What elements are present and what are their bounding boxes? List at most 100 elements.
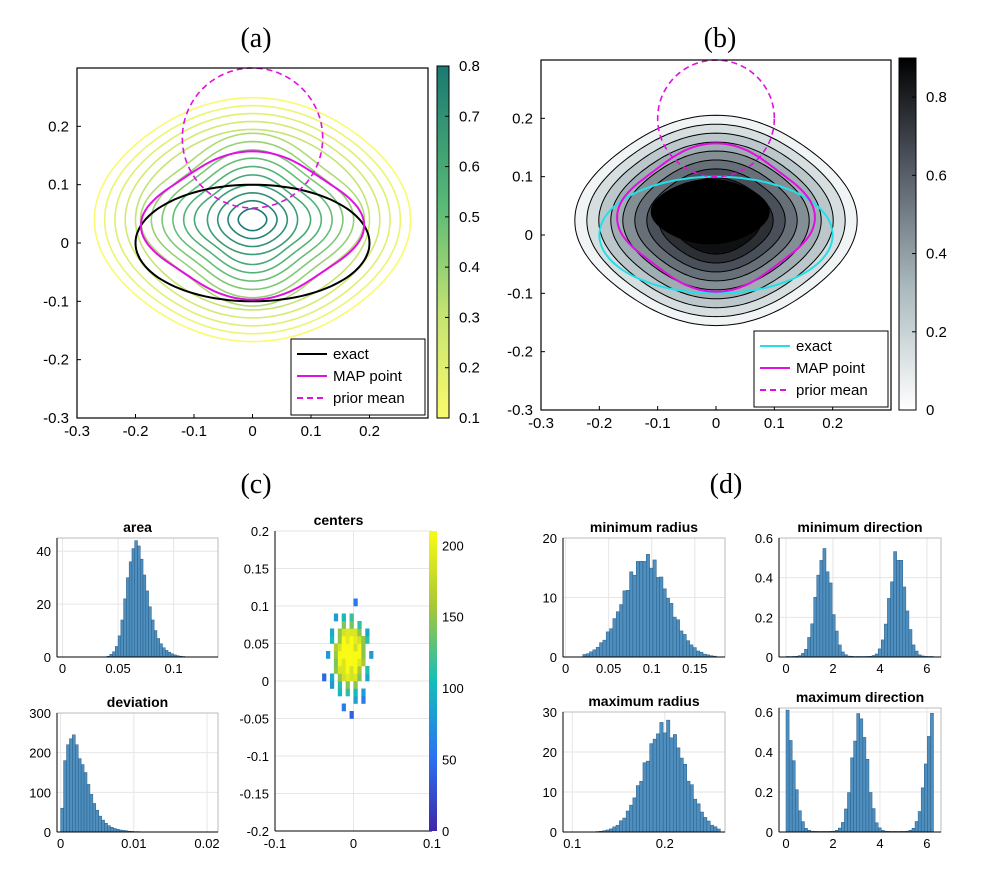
histogram-d-max-direction: 0 2 4 6 0 0.2 0.4 0.6 maximum direction <box>755 689 942 851</box>
histogram-bar <box>881 639 885 658</box>
y-tick-label: -0.2 <box>43 352 69 369</box>
colorbar-tick-label: 0.4 <box>459 259 480 276</box>
colorbar-tick-label: 200 <box>442 538 464 553</box>
histogram-bar <box>791 760 796 833</box>
heatmap-cell <box>337 666 343 674</box>
heatmap-cell <box>361 636 366 644</box>
histogram-bar <box>609 628 614 658</box>
histogram-bar <box>804 648 808 658</box>
x-tick-label: -0.2 <box>586 415 612 432</box>
histogram-bar <box>893 551 897 658</box>
histogram-bar <box>686 780 691 833</box>
histogram-bar <box>89 794 94 833</box>
heatmap-cell <box>341 643 346 652</box>
legend: exact MAP point prior mean <box>290 338 426 416</box>
heatmap-cell <box>341 651 346 659</box>
histogram-bar <box>908 629 913 658</box>
y-tick-label: 0.2 <box>755 785 773 800</box>
histogram-bar <box>914 821 919 833</box>
histogram-bar <box>847 792 851 833</box>
y-tick-label: 0 <box>550 650 557 665</box>
y-tick-label: -0.1 <box>507 285 533 302</box>
histogram-bar <box>902 586 907 658</box>
histogram-bar <box>669 603 674 658</box>
heatmap-cell <box>341 628 346 637</box>
heatmap-cell <box>365 673 370 682</box>
histogram-bar <box>890 581 894 658</box>
heatmap-cell <box>353 658 358 667</box>
heatmap-cell <box>353 628 358 637</box>
histogram-bar <box>642 762 647 833</box>
y-tick-label: -0.15 <box>239 787 269 802</box>
histogram-bar <box>615 824 620 833</box>
histogram-bar <box>672 734 677 833</box>
histogram-bar <box>917 811 922 833</box>
heatmap-cell <box>353 666 358 674</box>
contour-line <box>216 191 289 248</box>
heatmap-cell <box>337 643 343 652</box>
histogram-title: area <box>123 519 152 535</box>
heatmap-cell <box>365 636 370 644</box>
histogram-bar <box>887 598 891 658</box>
histogram-bar <box>140 558 144 658</box>
histogram-bar <box>619 604 624 658</box>
contour-line <box>182 165 323 274</box>
histogram-bar <box>69 738 73 833</box>
histogram-bar <box>625 590 630 658</box>
histogram-bar <box>689 784 694 833</box>
panel-b-title: (b) <box>704 23 737 54</box>
histogram-c-deviation: 0 0.01 0.02 0 100 200 300 deviation <box>29 694 219 851</box>
x-tick-label: 0 <box>248 423 256 440</box>
histogram-bar <box>642 561 647 658</box>
y-tick-label: 30 <box>543 705 557 720</box>
legend-map-point-label: MAP point <box>796 360 866 377</box>
histogram-bar <box>646 554 650 658</box>
x-tick-label: 4 <box>876 661 883 676</box>
histogram-bar <box>676 619 680 658</box>
x-tick-label: 6 <box>923 836 930 851</box>
colorbar-tick-label: 100 <box>442 681 464 696</box>
colorbar-tick-label: 0.1 <box>459 410 480 427</box>
histogram-bar <box>622 817 627 833</box>
heatmap-cell <box>337 628 343 637</box>
histogram-d-max-radius: 0.1 0.2 0 10 20 30 maximum radius <box>543 693 726 851</box>
histogram-bar <box>884 623 888 658</box>
histogram-bar <box>104 823 108 833</box>
histogram-bar <box>83 772 88 833</box>
contour-line <box>139 132 366 307</box>
heatmap-cell <box>353 696 358 704</box>
contour-line <box>93 96 412 343</box>
y-tick-label: 0 <box>61 235 69 252</box>
histogram-bar <box>679 757 684 833</box>
histogram-bar <box>666 719 671 833</box>
x-tick-label: 0.05 <box>596 661 621 676</box>
histogram-bar <box>801 653 805 658</box>
histogram-bar <box>101 819 105 833</box>
histogram-bar <box>652 738 657 833</box>
heatmap-cell <box>337 636 343 644</box>
heatmap-cell <box>329 636 335 644</box>
histogram-bar <box>126 577 130 658</box>
histogram-bar <box>819 560 824 658</box>
histogram-bar <box>80 764 85 833</box>
histogram-title: minimum radius <box>590 519 698 535</box>
histogram-bar <box>98 815 102 833</box>
histogram-bar <box>77 758 82 833</box>
panel-a-title: (a) <box>240 23 271 54</box>
y-tick-label: 20 <box>543 531 557 546</box>
y-tick-label: 0.05 <box>244 637 269 652</box>
colorbar-tick-label: 0.5 <box>459 209 480 226</box>
legend-prior-mean-label: prior mean <box>796 382 868 399</box>
contour-line <box>134 128 371 311</box>
heatmap-cell <box>361 658 366 667</box>
histogram-bar <box>696 650 700 658</box>
exact-curve <box>134 183 371 303</box>
histogram-bar <box>927 736 931 833</box>
y-tick-label: 10 <box>543 591 557 606</box>
histogram-bar <box>841 822 845 833</box>
heatmap-cell <box>333 613 339 622</box>
histogram-bar <box>625 810 630 833</box>
histogram-bar <box>656 577 660 658</box>
y-tick-label: -0.3 <box>507 402 533 419</box>
colorbar <box>436 65 450 419</box>
